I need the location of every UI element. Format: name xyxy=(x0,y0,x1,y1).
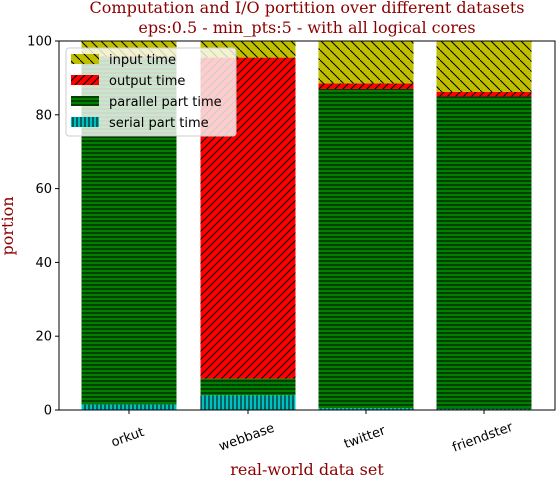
bar-orkut-serial-part-time xyxy=(81,404,177,410)
x-tick-label-twitter: twitter xyxy=(342,423,388,452)
legend-box xyxy=(65,47,237,137)
bar-twitter-serial-part-time xyxy=(318,408,414,410)
y-ticks: 0 20 40 60 80 100 xyxy=(27,35,59,419)
x-tick-label-friendster: friendster xyxy=(451,420,516,456)
legend-label-serial-part-time: serial part time xyxy=(109,116,209,131)
bar-twitter-output-time xyxy=(318,83,414,89)
legend-swatch-output-time xyxy=(71,75,99,85)
chart-title: Computation and I/O portition over diffe… xyxy=(90,0,525,17)
y-tick-label: 0 xyxy=(44,404,52,419)
y-tick-label: 40 xyxy=(35,256,52,271)
y-tick-label: 20 xyxy=(35,330,52,345)
bar-webbase-serial-part-time xyxy=(200,395,296,410)
legend-label-input-time: input time xyxy=(109,53,176,68)
x-tick-label-webbase: webbase xyxy=(217,421,277,455)
legend-swatch-serial-part-time xyxy=(71,117,99,127)
legend-swatch-input-time xyxy=(71,54,99,64)
legend: input time output time parallel part time s… xyxy=(65,47,237,137)
legend-label-output-time: output time xyxy=(109,74,185,89)
bar-twitter-parallel-part-time xyxy=(318,88,414,409)
bar-friendster-input-time xyxy=(436,41,532,92)
bar-friendster-output-time xyxy=(436,91,532,97)
chart-subtitle: eps:0.5 - min_pts:5 - with all logical c… xyxy=(138,18,475,37)
x-tick-label-orkut: orkut xyxy=(109,425,146,451)
bar-twitter-input-time xyxy=(318,41,414,84)
y-tick-label: 80 xyxy=(35,108,52,123)
y-axis-label: portion xyxy=(0,196,17,255)
y-tick-label: 60 xyxy=(35,182,52,197)
plot-frame xyxy=(58,40,556,411)
bar-friendster-serial-part-time xyxy=(436,408,532,410)
legend-label-parallel-part-time: parallel part time xyxy=(109,95,222,110)
x-axis-label: real-world data set xyxy=(230,460,384,479)
y-tick-label: 100 xyxy=(27,35,52,50)
legend-swatch-parallel-part-time xyxy=(71,96,99,106)
bar-friendster-parallel-part-time xyxy=(436,96,532,409)
bar-webbase-parallel-part-time xyxy=(200,378,296,396)
x-ticks: orkut webbase twitter friendster xyxy=(109,410,516,456)
